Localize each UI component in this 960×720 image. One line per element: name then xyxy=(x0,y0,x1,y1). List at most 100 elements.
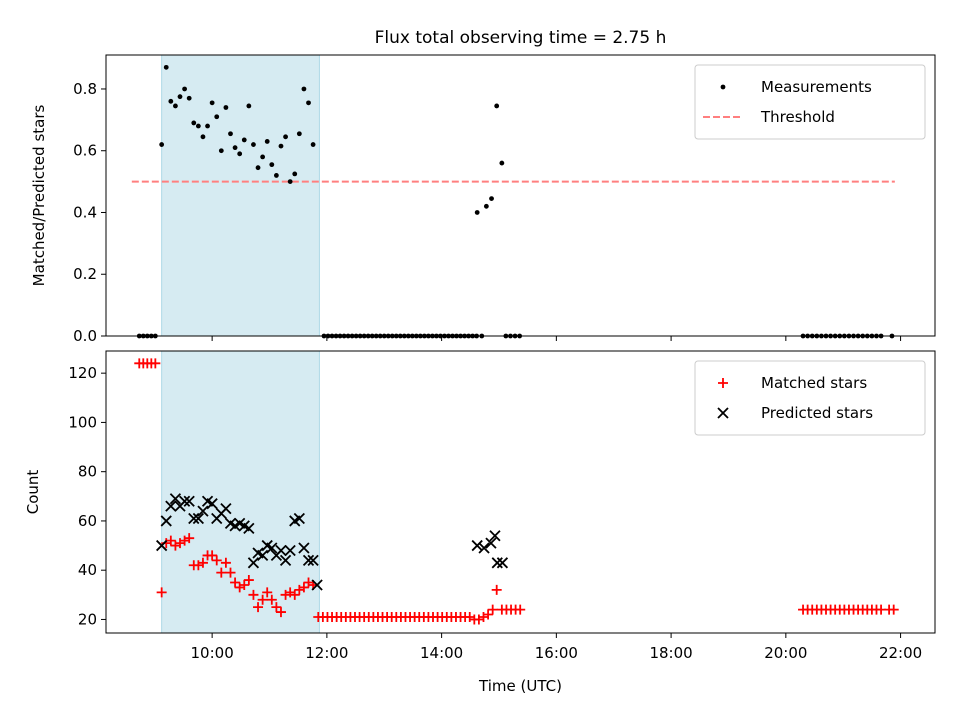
predicted-stars-point xyxy=(275,544,287,557)
bottom-panel-star-counts: 20 40 60 80 100 120 10:00 12:00 14:00 16:00 18:00 2… xyxy=(24,350,936,695)
y-axis-label: Matched/Predicted stars xyxy=(30,105,48,287)
measurement-point xyxy=(251,142,256,147)
matched-stars-point xyxy=(483,609,494,620)
measurement-point xyxy=(292,171,298,177)
y-tick-label: 0.6 xyxy=(73,142,97,160)
x-tick-label: 14:00 xyxy=(420,644,463,662)
matched-stars-point xyxy=(298,582,309,593)
measurement-point xyxy=(255,165,261,171)
x-tick-label: 16:00 xyxy=(535,644,578,662)
measurement-point xyxy=(182,86,187,92)
matched-stars-point xyxy=(275,607,286,618)
measurement-point xyxy=(195,123,201,129)
measurement-point xyxy=(246,103,252,109)
measurement-point xyxy=(278,143,284,149)
matched-stars-point xyxy=(156,587,167,598)
matched-stars-point xyxy=(257,594,268,605)
measurement-point xyxy=(223,105,229,110)
measurement-point xyxy=(218,148,224,154)
y-tick-label: 60 xyxy=(78,512,97,530)
measurement-point xyxy=(173,103,178,109)
measurement-point xyxy=(232,145,238,151)
matched-stars-point xyxy=(487,604,498,615)
y-tick-label: 0.0 xyxy=(73,327,97,345)
x-tick-label: 20:00 xyxy=(764,644,807,662)
predicted-stars-point xyxy=(298,542,310,554)
x-tick-label: 22:00 xyxy=(879,644,922,662)
matched-stars-point xyxy=(197,557,208,568)
measurement-point xyxy=(474,210,480,215)
predicted-stars-point xyxy=(491,557,503,569)
predicted-stars-point xyxy=(169,493,182,505)
y-tick-label: 0.2 xyxy=(73,265,97,283)
measurement-point xyxy=(159,142,165,147)
measurement-point xyxy=(287,179,293,185)
predicted-stars-point xyxy=(247,557,260,569)
measurement-point xyxy=(301,86,307,92)
measurement-point xyxy=(237,151,243,157)
top-panel-matched-ratio: 0.0 0.2 0.4 0.6 0.8 Matched/Predicted stars Me… xyxy=(30,54,936,345)
legend-marker-measurements xyxy=(720,84,726,90)
matched-stars-point xyxy=(491,584,502,595)
y-tick-label: 0.8 xyxy=(73,80,97,98)
measurement-point xyxy=(494,103,500,109)
predicted-stars-point xyxy=(307,554,319,566)
measurement-point xyxy=(296,131,302,137)
legend-marker-predicted xyxy=(717,407,729,419)
y-tick-label: 40 xyxy=(78,561,97,579)
legend-label: Threshold xyxy=(760,108,835,126)
matched-stars-point xyxy=(165,535,176,546)
measurement-point xyxy=(283,134,288,140)
predicted-stars-point xyxy=(220,502,232,515)
matched-stars-point xyxy=(207,550,218,561)
predicted-stars-point xyxy=(165,500,177,512)
predicted-stars-point xyxy=(160,515,172,527)
y-tick-label: 80 xyxy=(78,463,97,481)
predicted-stars-point xyxy=(192,512,205,525)
matched-stars-point xyxy=(225,567,236,578)
y-tick-label: 120 xyxy=(68,364,97,382)
predicted-stars-point xyxy=(279,554,292,566)
measurement-point xyxy=(209,100,215,106)
measurement-point xyxy=(177,94,183,100)
legend-label: Measurements xyxy=(761,78,872,96)
x-tick-label: 18:00 xyxy=(649,644,692,662)
measurement-point xyxy=(269,162,275,168)
predicted-stars-point xyxy=(302,554,315,566)
predicted-stars-point xyxy=(489,530,501,542)
chart-title: Flux total observing time = 2.75 h xyxy=(375,28,667,48)
measurement-point xyxy=(228,131,233,137)
matched-stars-point xyxy=(211,555,222,566)
measurement-point xyxy=(489,196,494,201)
predicted-stars-point xyxy=(206,498,218,510)
x-tick-label: 10:00 xyxy=(191,644,234,662)
matched-stars-point xyxy=(220,557,231,568)
matched-stars-point xyxy=(888,604,899,615)
matched-stars-point xyxy=(515,604,526,615)
predicted-stars-point xyxy=(496,557,509,569)
matched-stars-point xyxy=(184,533,195,544)
matched-stars-point xyxy=(243,575,254,586)
y-tick-label: 100 xyxy=(68,413,97,431)
y-axis-label: Count xyxy=(24,470,42,515)
measurement-point xyxy=(186,95,192,101)
legend-box xyxy=(694,64,926,140)
observing-window-shade xyxy=(161,54,320,337)
predicted-stars-point xyxy=(188,512,200,525)
legend-label: Matched stars xyxy=(761,374,867,392)
matched-stars-point xyxy=(150,358,161,369)
predicted-stars-point xyxy=(284,544,296,557)
predicted-stars-point xyxy=(178,495,191,507)
matched-stars-point xyxy=(230,577,241,588)
y-tick-label: 0.4 xyxy=(73,203,97,221)
predicted-stars-point xyxy=(311,579,323,591)
measurement-point xyxy=(483,203,489,209)
x-tick-label: 12:00 xyxy=(305,644,348,662)
predicted-stars-point xyxy=(266,542,278,554)
predicted-stars-point xyxy=(156,539,168,552)
y-tick-label: 20 xyxy=(78,610,97,628)
matched-stars-point xyxy=(262,587,273,598)
predicted-stars-point xyxy=(485,537,497,549)
legend-label: Predicted stars xyxy=(761,404,873,422)
